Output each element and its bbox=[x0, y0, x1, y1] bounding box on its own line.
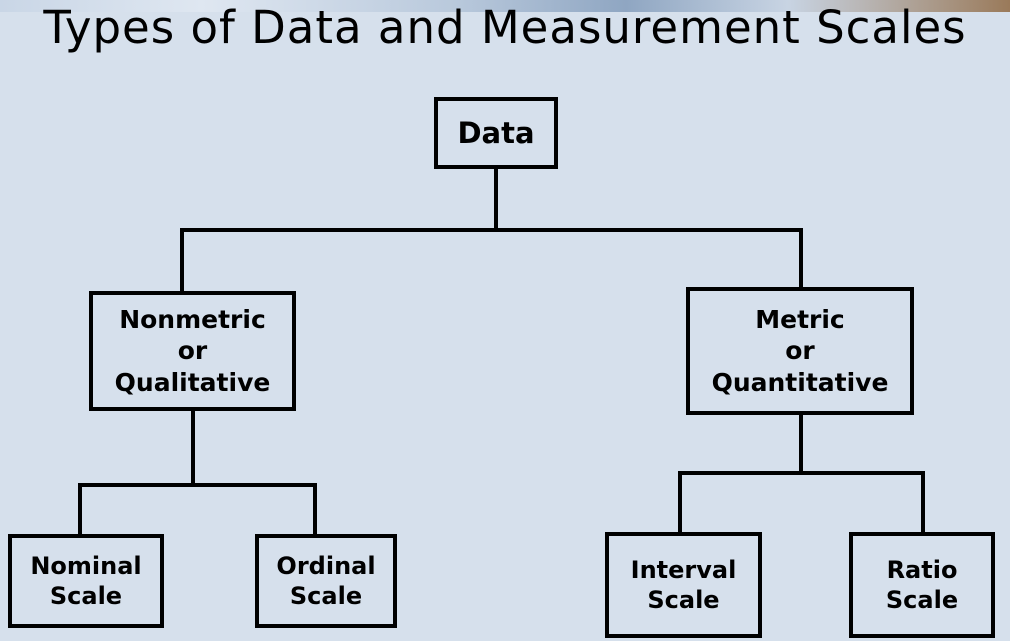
connector-to-interval bbox=[678, 471, 682, 535]
connector-nonmetric-down bbox=[191, 409, 195, 487]
connector-to-metric bbox=[799, 228, 803, 290]
node-nominal-scale: Nominal Scale bbox=[8, 534, 164, 628]
connector-to-nominal bbox=[78, 483, 82, 537]
node-data: Data bbox=[434, 97, 558, 169]
node-interval-scale: Interval Scale bbox=[605, 532, 762, 638]
slide-title: Types of Data and Measurement Scales bbox=[43, 1, 967, 54]
node-ordinal-scale: Ordinal Scale bbox=[255, 534, 397, 628]
header-banner-strip bbox=[0, 0, 1010, 12]
connector-metric-branch bbox=[678, 471, 925, 475]
connector-nonmetric-branch bbox=[78, 483, 317, 487]
node-metric-quantitative: Metric or Quantitative bbox=[686, 287, 914, 415]
connector-top-branch bbox=[180, 228, 803, 232]
connector-to-ratio bbox=[921, 471, 925, 535]
connector-to-ordinal bbox=[313, 483, 317, 537]
connector-metric-down bbox=[799, 412, 803, 475]
node-nonmetric-qualitative: Nonmetric or Qualitative bbox=[89, 291, 296, 411]
node-ratio-scale: Ratio Scale bbox=[849, 532, 995, 638]
connector-to-nonmetric bbox=[180, 228, 184, 294]
connector-data-down bbox=[494, 166, 498, 232]
